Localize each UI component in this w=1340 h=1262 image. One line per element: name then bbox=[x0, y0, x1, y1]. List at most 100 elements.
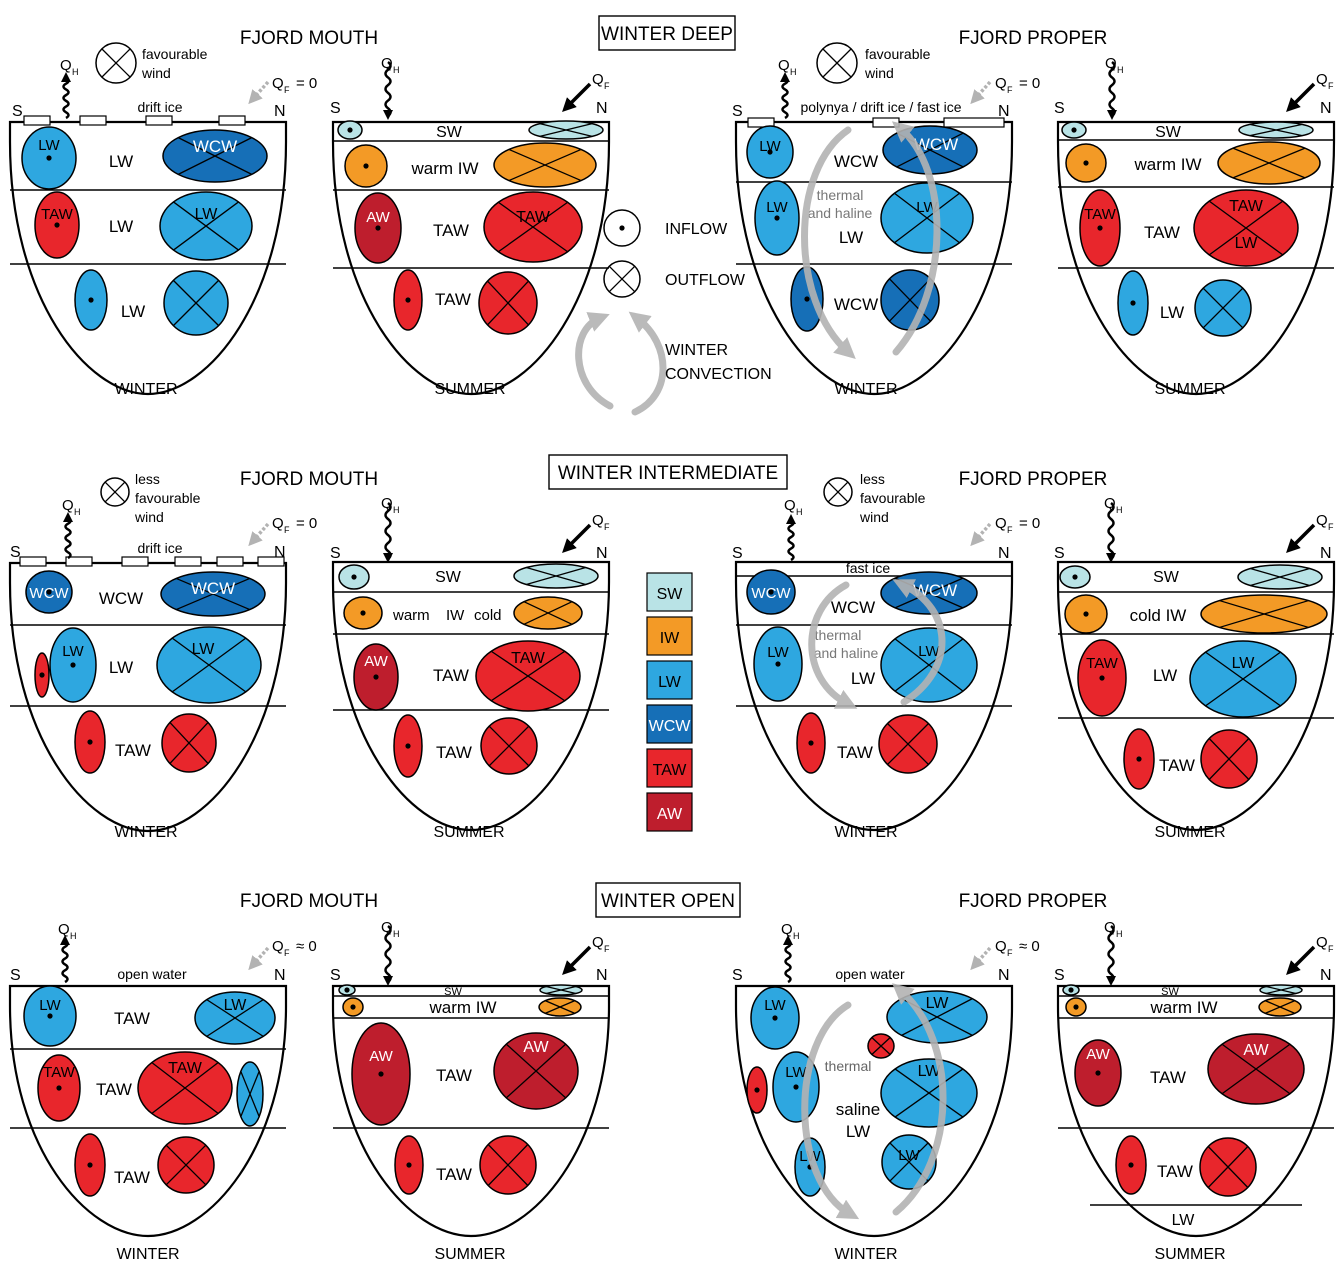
qh-arrow-ims-head bbox=[383, 553, 393, 563]
label-lw-imw-out2: LW bbox=[192, 641, 216, 658]
label-lw-ops-bottom: LW bbox=[1172, 1212, 1196, 1229]
color-legend-swatch-SW bbox=[646, 572, 693, 612]
label-lw-dmw-in1: LW bbox=[38, 137, 60, 154]
qh-label-dpw-q: Q bbox=[778, 57, 790, 74]
water-taw-oms-out3-cross-b bbox=[487, 1144, 529, 1186]
water-sw-oms-in bbox=[338, 984, 356, 996]
color-legend-label-WCW: WCW bbox=[649, 718, 692, 735]
ipw-s: S bbox=[732, 545, 743, 562]
label-wind-dmw-2: wind bbox=[141, 65, 171, 81]
label-lw-dps-out: LW bbox=[1235, 235, 1259, 252]
water-taw-dmw-in bbox=[34, 191, 80, 259]
label-summer-dms: SUMMER bbox=[434, 381, 505, 398]
water-taw-ipw-in3 bbox=[796, 712, 826, 774]
basin-deep-proper-winter bbox=[734, 120, 1014, 396]
label-wind-ipw-2: favourable bbox=[860, 490, 926, 506]
water-taw-imw-in3-dot bbox=[87, 739, 93, 745]
water-lw-dps-out3-cross-b bbox=[1202, 287, 1244, 329]
heading-fjord-mouth-2: FJORD MOUTH bbox=[240, 891, 378, 912]
label-lw-imw-mid2: LW bbox=[109, 658, 133, 677]
qf-arrow-dpw bbox=[970, 80, 992, 105]
label-saline-opw-2: LW bbox=[846, 1122, 870, 1141]
label-wcw-dpw-mid: WCW bbox=[834, 152, 878, 171]
label-thermal-dpw-1: thermal bbox=[817, 187, 864, 203]
water-lw-dpw-in2-dot bbox=[774, 215, 780, 221]
ops-n: N bbox=[1320, 967, 1332, 984]
label-taw-dps-in: TAW bbox=[1084, 206, 1116, 223]
label-taw-omw-in: TAW bbox=[43, 1064, 75, 1081]
label-wind-imw-1: less bbox=[135, 471, 160, 487]
label-polynya-dpw: polynya / drift ice / fast ice bbox=[800, 99, 961, 115]
water-iw-dms-in bbox=[344, 144, 388, 188]
label-lw-opw-in1: LW bbox=[764, 997, 786, 1014]
label-wind-imw-3: wind bbox=[134, 509, 164, 525]
label-sw-ims: SW bbox=[435, 569, 462, 586]
heading-winter-deep: WINTER DEEP bbox=[601, 24, 733, 45]
qh-label-ops-sub: H bbox=[1116, 929, 1123, 939]
label-taw-oms-mid: TAW bbox=[436, 1066, 472, 1085]
label-warm-iw-oms: warm IW bbox=[428, 998, 496, 1017]
label-aw-ops-in: AW bbox=[1086, 1046, 1110, 1063]
wind-symbol-dpw-cross-b bbox=[822, 48, 852, 78]
qh-label-opw-sub: H bbox=[793, 931, 800, 941]
label-lw-omw-in: LW bbox=[39, 997, 61, 1014]
label-wind-ipw-1: less bbox=[860, 471, 885, 487]
drift-ice-block-dmw-3 bbox=[218, 115, 246, 126]
qh-arrow-ips-head bbox=[1106, 553, 1116, 563]
water-lw-dmw-out2 bbox=[159, 191, 253, 261]
water-iw-ims-out-cross-b bbox=[523, 601, 573, 625]
qf-label-opw-val: ≈ 0 bbox=[1019, 938, 1040, 955]
water-iw-ops-in-dot bbox=[1073, 1004, 1079, 1010]
water-sw-oms-in-dot bbox=[344, 987, 350, 993]
label-cold-ims: cold bbox=[474, 607, 502, 624]
water-iw-dms-out bbox=[493, 142, 597, 188]
label-sw-ops: SW bbox=[1161, 986, 1179, 998]
label-lw-ipw-in2: LW bbox=[767, 644, 789, 661]
water-aw-ops-in-dot bbox=[1095, 1070, 1101, 1076]
qf-arrow-imw bbox=[248, 522, 270, 547]
color-legend-swatch-AW bbox=[646, 792, 693, 832]
heading-winter-intermediate: WINTER INTERMEDIATE bbox=[558, 463, 778, 484]
water-taw-omw-out3 bbox=[157, 1136, 215, 1194]
water-taw-ims-in3 bbox=[393, 714, 423, 778]
label-thermal-ipw-2: and haline bbox=[814, 645, 879, 661]
water-taw-dms-out2-cross-b bbox=[487, 280, 529, 326]
label-winter-ipw: WINTER bbox=[834, 824, 897, 841]
water-taw-ims-out3 bbox=[480, 717, 538, 775]
label-wind-dpw-1: favourable bbox=[865, 46, 931, 62]
label-sw-dps: SW bbox=[1155, 124, 1182, 141]
water-taw-dmw-in-dot bbox=[54, 222, 60, 228]
label-wcw-dpw-out: WCW bbox=[914, 135, 958, 154]
qf-label-dmw: Q F = 0 bbox=[272, 75, 317, 95]
qh-arrow-ops bbox=[1107, 925, 1115, 983]
label-thermal-dpw-2: and haline bbox=[808, 205, 873, 221]
drift-ice-block-imw-3 bbox=[174, 556, 202, 567]
label-sw-ips: SW bbox=[1153, 569, 1180, 586]
label-wind-dmw-1: favourable bbox=[142, 46, 208, 62]
qf-label-ims-q: Q bbox=[592, 512, 604, 529]
water-lw-omw-out-small-cross-b bbox=[240, 1071, 260, 1117]
water-taw-omw-in bbox=[37, 1054, 81, 1122]
heading-winter-deep-box bbox=[598, 15, 736, 51]
water-taw-dms-in2 bbox=[393, 269, 423, 331]
label-taw-ops-mid: TAW bbox=[1150, 1068, 1186, 1087]
label-lw-opw-out1: LW bbox=[926, 995, 950, 1012]
water-lw-dmw-in3 bbox=[74, 269, 108, 331]
label-lw-dpw-mid2: LW bbox=[839, 228, 863, 247]
qh-arrow-ims bbox=[384, 502, 392, 560]
qf-arrow-ips bbox=[1286, 523, 1316, 553]
qh-label-dps-q: Q bbox=[1105, 55, 1117, 72]
water-taw-dps-out-cross-b bbox=[1208, 200, 1284, 256]
qf-label-imw-sub: F bbox=[284, 525, 290, 535]
qh-label-dms-q: Q bbox=[381, 55, 393, 72]
label-taw-ims-mid3: TAW bbox=[436, 743, 472, 762]
label-open-water-opw: open water bbox=[835, 966, 905, 982]
water-taw-dms-in2-dot bbox=[405, 297, 411, 303]
label-aw-oms-out: AW bbox=[523, 1039, 549, 1056]
water-taw-imw-in-small-dot bbox=[39, 672, 45, 678]
water-taw-ipw-out3-cross-b bbox=[887, 723, 929, 765]
water-taw-omw-in3 bbox=[74, 1133, 106, 1197]
